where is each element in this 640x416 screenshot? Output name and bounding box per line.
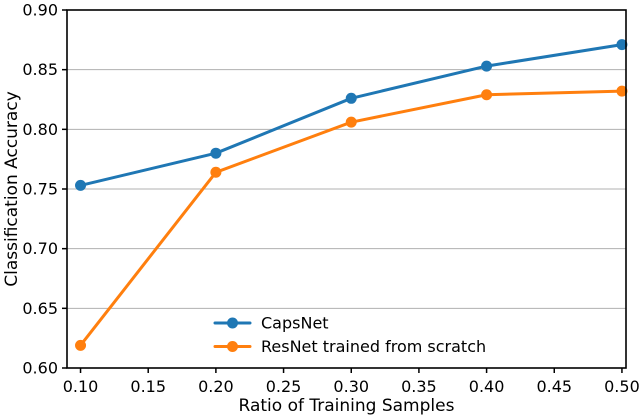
capsnet-line <box>79 43 624 187</box>
resnet-trained-from-scratch-marker <box>210 166 222 178</box>
capsnet-marker <box>616 39 628 51</box>
resnet-trained-from-scratch-marker <box>616 85 628 97</box>
x-tick-label: 0.45 <box>536 377 572 396</box>
x-tick-label: 0.30 <box>333 377 369 396</box>
x-tick-label: 0.40 <box>469 377 505 396</box>
x-tick-label: 0.35 <box>401 377 437 396</box>
y-tick-label: 0.60 <box>22 359 58 378</box>
x-tick-label: 0.10 <box>63 377 99 396</box>
y-axis-label: Classification Accuracy <box>2 91 22 287</box>
x-tick-label: 0.15 <box>130 377 166 396</box>
resnet-trained-from-scratch-marker <box>75 339 87 351</box>
y-tick-label: 0.85 <box>22 60 58 79</box>
resnet-trained-from-scratch-marker <box>345 116 357 128</box>
y-tick-label: 0.65 <box>22 299 58 318</box>
legend-marker-resnet-trained-from-scratch <box>227 341 238 352</box>
capsnet-marker <box>210 147 222 159</box>
y-tick-label: 0.75 <box>22 180 58 199</box>
y-tick-label: 0.70 <box>22 239 58 258</box>
x-tick-label: 0.20 <box>198 377 234 396</box>
capsnet-marker <box>75 179 87 191</box>
resnet-trained-from-scratch-marker <box>481 89 493 101</box>
capsnet-marker <box>481 60 493 72</box>
legend-label-capsnet: CapsNet <box>261 314 329 333</box>
legend-label-resnet-trained-from-scratch: ResNet trained from scratch <box>261 337 486 356</box>
y-tick-label: 0.90 <box>22 1 58 20</box>
axes-spines <box>66 9 627 369</box>
legend-marker-capsnet <box>227 317 238 329</box>
capsnet-marker <box>345 92 357 104</box>
x-axis-label: Ratio of Training Samples <box>239 396 455 416</box>
y-tick-label: 0.80 <box>22 120 58 139</box>
x-tick-label: 0.50 <box>604 377 640 396</box>
x-tick-label: 0.25 <box>266 377 302 396</box>
